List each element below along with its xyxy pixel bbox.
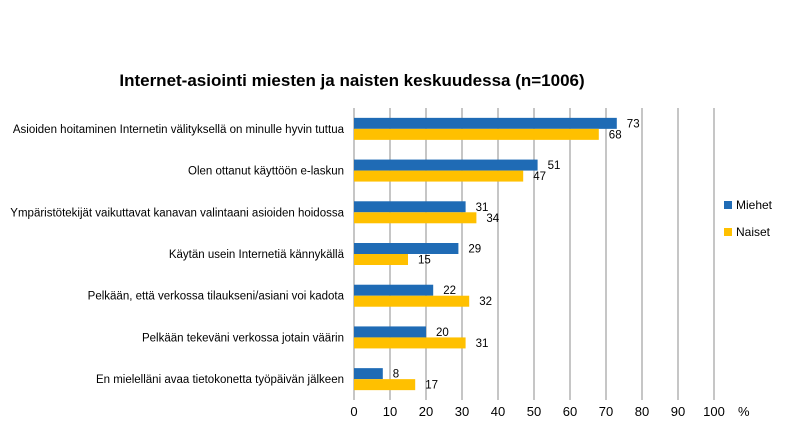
data-label-naiset-4: 15	[418, 255, 431, 267]
data-label-naiset-3: 34	[486, 213, 499, 225]
category-label-2: Olen ottanut käyttöön e-laskun	[188, 166, 344, 178]
x-tick-label-20: 20	[419, 404, 433, 419]
data-label-miehet-3: 31	[476, 202, 489, 214]
data-label-naiset-6: 31	[476, 338, 489, 350]
legend-label-miehet: Miehet	[736, 198, 773, 212]
x-tick-label-50: 50	[527, 404, 541, 419]
legend: Miehet Naiset	[724, 198, 773, 239]
tick-layer: 0 10 20 30 40 50 60 70 80 90 100	[350, 404, 724, 419]
category-label-5: Pelkään, että verkossa tilaukseni/asiani…	[88, 291, 345, 303]
label-layer: Asioiden hoitaminen Internetin välitykse…	[10, 118, 639, 391]
x-tick-label-80: 80	[635, 404, 649, 419]
bar-miehet-1	[354, 117, 617, 129]
bar-miehet-2	[354, 159, 538, 171]
data-label-naiset-2: 47	[533, 171, 546, 183]
data-label-naiset-5: 32	[479, 296, 492, 308]
x-tick-label-70: 70	[599, 404, 613, 419]
data-label-miehet-7: 8	[393, 369, 399, 381]
x-axis-unit-label: %	[738, 404, 750, 419]
legend-swatch-naiset	[724, 228, 732, 236]
bar-naiset-4	[354, 254, 408, 265]
bar-naiset-3	[354, 212, 477, 224]
x-tick-label-100: 100	[703, 404, 725, 419]
bar-naiset-6	[354, 337, 466, 349]
bar-naiset-2	[354, 170, 524, 182]
x-tick-label-10: 10	[383, 404, 397, 419]
grid-layer	[353, 108, 715, 400]
category-label-3: Ympäristötekijät vaikuttavat kanavan val…	[10, 207, 344, 219]
x-tick-label-60: 60	[563, 404, 577, 419]
x-tick-label-90: 90	[671, 404, 685, 419]
bar-miehet-6	[354, 326, 426, 338]
bar-miehet-7	[354, 368, 383, 380]
bar-naiset-5	[354, 295, 470, 307]
legend-swatch-miehet	[724, 201, 732, 209]
data-label-naiset-1: 68	[609, 129, 622, 141]
data-label-miehet-4: 29	[468, 244, 481, 256]
data-label-miehet-1: 73	[627, 118, 640, 130]
data-label-miehet-5: 22	[443, 285, 456, 297]
x-tick-label-40: 40	[491, 404, 505, 419]
category-label-7: En mielelläni avaa tietokonetta työpäivä…	[96, 374, 344, 386]
bar-miehet-4	[354, 243, 459, 254]
bar-layer	[354, 117, 617, 391]
bar-naiset-7	[354, 379, 416, 391]
legend-label-naiset: Naiset	[736, 225, 771, 239]
chart-title: Internet-asiointi miesten ja naisten kes…	[119, 71, 584, 90]
data-label-miehet-6: 20	[436, 327, 449, 339]
category-label-4: Käytän usein Internetiä kännykällä	[169, 249, 345, 261]
x-tick-label-30: 30	[455, 404, 469, 419]
bar-miehet-3	[354, 201, 466, 213]
category-label-6: Pelkään tekeväni verkossa jotain väärin	[142, 332, 344, 344]
category-label-1: Asioiden hoitaminen Internetin välitykse…	[13, 124, 345, 136]
data-label-naiset-7: 17	[425, 380, 438, 392]
data-label-miehet-2: 51	[548, 160, 561, 172]
bar-miehet-5	[354, 284, 434, 296]
bar-naiset-1	[354, 128, 599, 140]
x-tick-label-0: 0	[350, 404, 357, 419]
